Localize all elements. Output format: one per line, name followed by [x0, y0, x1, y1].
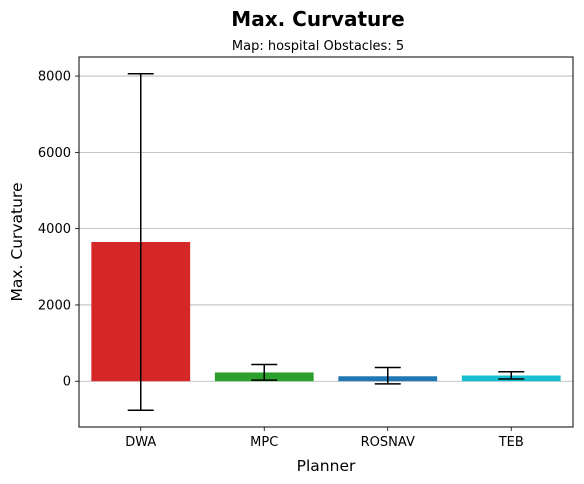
- x-tick-label: MPC: [250, 435, 278, 450]
- chart-title: Max. Curvature: [231, 7, 404, 31]
- y-tick-label: 2000: [38, 298, 71, 313]
- chart-subtitle: Map: hospital Obstacles: 5: [232, 39, 404, 54]
- bars: [91, 242, 561, 382]
- y-tick-label: 4000: [38, 222, 71, 237]
- y-tick-label: 8000: [38, 70, 71, 85]
- x-tick-label: DWA: [125, 435, 156, 450]
- y-ticks: 0 2000 4000 6000 8000: [38, 70, 79, 390]
- x-tick-label: TEB: [498, 435, 524, 450]
- y-tick-label: 6000: [38, 146, 71, 161]
- plot-frame: [78, 56, 574, 428]
- y-axis-label: Max. Curvature: [8, 182, 26, 301]
- error-bars: [127, 73, 525, 411]
- y-tick-label: 0: [63, 375, 71, 390]
- x-tick-label: ROSNAV: [361, 435, 415, 450]
- x-ticks: DWA MPC ROSNAV TEB: [125, 427, 524, 450]
- x-axis-label: Planner: [297, 457, 356, 475]
